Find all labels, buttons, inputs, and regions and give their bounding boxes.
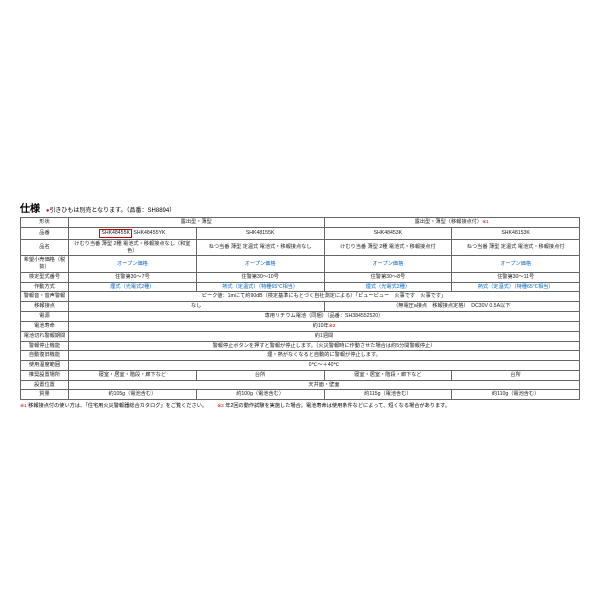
hdr-alarm: 警報音・音声警報 (21, 292, 69, 302)
spec-table: 形状 露出型・薄型 露出型・薄型（移報接点付）※1 品番 SHK48455K S… (20, 217, 580, 400)
shape-a: 露出型・薄型 (69, 218, 325, 228)
footnote-2: ※2 年2回の動作試験を実施した場合。電池寿命は使用条件などによって、短くなる場… (217, 402, 450, 409)
hdr-weight: 質量 (21, 390, 69, 400)
hdr-transfer: 移報接点 (21, 302, 69, 312)
table-row: 自動復旧機能 煙・熱がなくなると自動的に警報が停止します。 (21, 351, 580, 361)
table-row: 希望小売価格（税抜） オープン価格 オープン価格 オープン価格 オープン価格 (21, 256, 580, 273)
top-note: 引きひもは別売となります。（品番：SH8894） (49, 208, 175, 214)
price-c2: オープン価格 (196, 256, 324, 273)
price-c3: オープン価格 (324, 256, 452, 273)
lowbatt-text: 約1週間 (69, 331, 580, 341)
weight-c1: 約105g（電池含む） (69, 390, 197, 400)
battery-text: 約10年※2 (69, 321, 580, 331)
method-c1: 煙式（光電式2種） (69, 282, 197, 292)
hdr-method: 作動方式 (21, 282, 69, 292)
cert-c1: 住警第30～7号 (69, 272, 197, 282)
stop-text: 警報停止ボタンを押すと警報が停止します。（火災警報時に作動させた場合は約5分間警… (69, 341, 580, 351)
table-row: 警報停止機能 警報停止ボタンを押すと警報が停止します。（火災警報時に作動させた場… (21, 341, 580, 351)
weight-c3: 約115g（電池含む） (324, 390, 452, 400)
power-text: 専用リチウム電池（同梱）（品番：SH384552520） (69, 311, 580, 321)
price-c4: オープン価格 (452, 256, 580, 273)
table-row: 形状 露出型・薄型 露出型・薄型（移報接点付）※1 (21, 218, 580, 228)
table-row: 電池切れ警報期間 約1週間 (21, 331, 580, 341)
method-c4: 熱式（定温式）（特種65℃相当） (452, 282, 580, 292)
price-c1: オープン価格 (69, 256, 197, 273)
hdr-product: 品名 (21, 239, 69, 256)
table-row: 検定型式番号 住警第30～7号 住警第30～10号 住警第30～8号 住警第30… (21, 272, 580, 282)
hdr-cert: 検定型式番号 (21, 272, 69, 282)
product-c2: ねつ当番 薄型 定温式 電池式・移報接点なし (196, 239, 324, 256)
table-row: 設置位置 天井面・壁面 (21, 380, 580, 390)
hdr-lowbatt: 電池切れ警報期間 (21, 331, 69, 341)
hdr-stop: 警報停止機能 (21, 341, 69, 351)
table-row: 移報接点 なし （無電圧a接点 移報接点定格） DC30V 0.5A以下 (21, 302, 580, 312)
loc-c4: 台所 (452, 370, 580, 380)
loc-c3: 寝室・居室・階段・廊下など (324, 370, 452, 380)
partno-c3: SHK48453K (324, 228, 452, 240)
hdr-battery: 電池寿命 (21, 321, 69, 331)
weight-c4: 約110g（電池含む） (452, 390, 580, 400)
hdr-temp: 使用温度範囲 (21, 361, 69, 371)
spec-title: 仕様 (20, 200, 40, 215)
product-c4: ねつ当番 薄型 定温式 電池式・移報接点付 (452, 239, 580, 256)
transfer-yes: （無電圧a接点 移報接点定格） DC30V 0.5A以下 (324, 302, 580, 312)
weight-c2: 約100g（電池含む） (196, 390, 324, 400)
hdr-location: 推奨設置場所 (21, 370, 69, 380)
hdr-autorestore: 自動復旧機能 (21, 351, 69, 361)
hdr-position: 設置位置 (21, 380, 69, 390)
table-row: 質量 約105g（電池含む） 約100g（電池含む） 約115g（電池含む） 約… (21, 390, 580, 400)
partno-c2: SHK48155K (196, 228, 324, 240)
method-c2: 熱式（定温式）（特種65℃相当） (196, 282, 324, 292)
autorestore-text: 煙・熱がなくなると自動的に警報が停止します。 (69, 351, 580, 361)
footnote-1: ※1 移報接点付の使い方は、「住宅用火災警報器総合カタログ」をご覧ください。 (20, 402, 207, 409)
transfer-none: なし (69, 302, 325, 312)
temp-text: 0℃～＋40℃ (69, 361, 580, 371)
top-note-wrap: ●引きひもは別売となります。（品番：SH8894） (46, 205, 175, 214)
table-row: 品番 SHK48455K SHK48455YK SHK48155K SHK484… (21, 228, 580, 240)
cert-c3: 住警第30～8号 (324, 272, 452, 282)
loc-c1: 寝室・居室・階段・廊下など (69, 370, 197, 380)
loc-c2: 台所 (196, 370, 324, 380)
hdr-shape: 形状 (21, 218, 69, 228)
table-row: 電池寿命 約10年※2 (21, 321, 580, 331)
alarm-text: ピーク値：1mにて約90dB（検定基準にもとづく自社測定による）「ピューピュー … (69, 292, 580, 302)
table-row: 品名 けむり当番 薄型 2種 電池式・移報接点なし（和室色） ねつ当番 薄型 定… (21, 239, 580, 256)
cert-c4: 住警第30～11号 (452, 272, 580, 282)
position-text: 天井面・壁面 (69, 380, 580, 390)
hdr-price: 希望小売価格（税抜） (21, 256, 69, 273)
table-row: 作動方式 煙式（光電式2種） 熱式（定温式）（特種65℃相当） 煙式（光電式2種… (21, 282, 580, 292)
hdr-power: 電源 (21, 311, 69, 321)
title-row: 仕様 ●引きひもは別売となります。（品番：SH8894） (20, 200, 580, 215)
cert-c2: 住警第30～10号 (196, 272, 324, 282)
product-c3: けむり当番 薄型 2種 電池式・移報接点付 (324, 239, 452, 256)
table-row: 使用温度範囲 0℃～＋40℃ (21, 361, 580, 371)
partno-c1: SHK48455K SHK48455YK (69, 228, 197, 240)
hdr-partno: 品番 (21, 228, 69, 240)
method-c3: 煙式（光電式2種） (324, 282, 452, 292)
footnotes: ※1 移報接点付の使い方は、「住宅用火災警報器総合カタログ」をご覧ください。 ※… (20, 402, 580, 409)
table-row: 警報音・音声警報 ピーク値：1mにて約90dB（検定基準にもとづく自社測定による… (21, 292, 580, 302)
partno-c4: SHK48153K (452, 228, 580, 240)
table-row: 推奨設置場所 寝室・居室・階段・廊下など 台所 寝室・居室・階段・廊下など 台所 (21, 370, 580, 380)
product-c1: けむり当番 薄型 2種 電池式・移報接点なし（和室色） (69, 239, 197, 256)
table-row: 電源 専用リチウム電池（同梱）（品番：SH384552520） (21, 311, 580, 321)
shape-b: 露出型・薄型（移報接点付）※1 (324, 218, 580, 228)
